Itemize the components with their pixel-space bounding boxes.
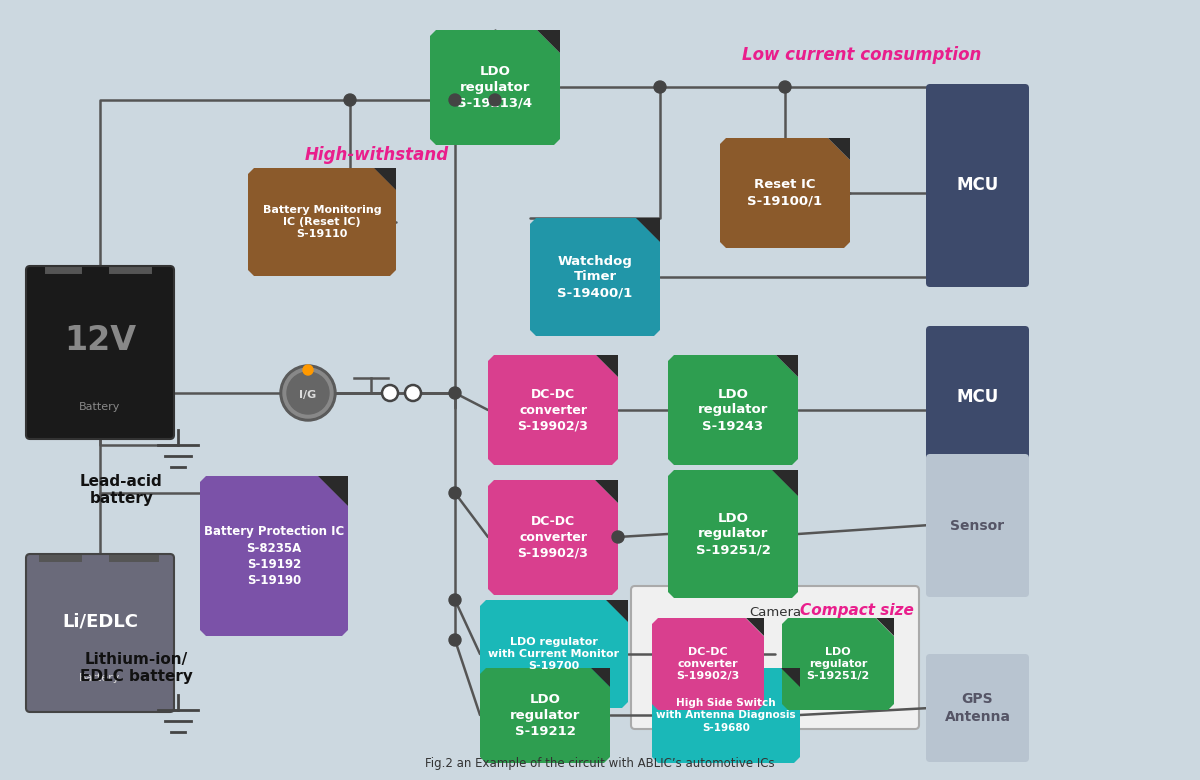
Polygon shape xyxy=(876,618,894,636)
Circle shape xyxy=(283,368,334,418)
Polygon shape xyxy=(200,476,348,636)
Polygon shape xyxy=(776,355,798,377)
Text: Battery Protection IC
S-8235A
S-19192
S-19190: Battery Protection IC S-8235A S-19192 S-… xyxy=(204,526,344,587)
Circle shape xyxy=(406,385,421,401)
Polygon shape xyxy=(773,470,798,495)
Text: DC-DC
converter
S-19902/3: DC-DC converter S-19902/3 xyxy=(517,515,588,560)
Text: Lithium-ion/
EDLC battery: Lithium-ion/ EDLC battery xyxy=(80,652,193,684)
Text: 12V: 12V xyxy=(64,324,136,357)
FancyBboxPatch shape xyxy=(926,84,1030,287)
Text: LDO
regulator
S-19213/4: LDO regulator S-19213/4 xyxy=(457,65,533,110)
FancyBboxPatch shape xyxy=(926,454,1030,597)
FancyBboxPatch shape xyxy=(26,266,174,439)
Text: Sensor: Sensor xyxy=(950,519,1004,533)
Polygon shape xyxy=(374,168,396,190)
Polygon shape xyxy=(592,668,610,687)
Text: MCU: MCU xyxy=(956,388,998,406)
Polygon shape xyxy=(480,668,610,763)
Polygon shape xyxy=(720,138,850,248)
Polygon shape xyxy=(781,668,800,687)
Text: Reset IC
S-19100/1: Reset IC S-19100/1 xyxy=(748,179,822,207)
Text: LDO
regulator
S-19251/2: LDO regulator S-19251/2 xyxy=(806,647,870,682)
FancyBboxPatch shape xyxy=(631,586,919,729)
Text: Lead-acid
battery: Lead-acid battery xyxy=(80,473,163,506)
Circle shape xyxy=(654,81,666,93)
Text: LDO
regulator
S-19251/2: LDO regulator S-19251/2 xyxy=(696,512,770,556)
Polygon shape xyxy=(745,618,764,636)
Circle shape xyxy=(344,94,356,106)
Text: DC-DC
converter
S-19902/3: DC-DC converter S-19902/3 xyxy=(677,647,739,682)
Text: Battery Monitoring
IC (Reset IC)
S-19110: Battery Monitoring IC (Reset IC) S-19110 xyxy=(263,204,382,239)
Polygon shape xyxy=(828,138,850,160)
Text: LDO
regulator
S-19243: LDO regulator S-19243 xyxy=(698,388,768,432)
Polygon shape xyxy=(530,218,660,336)
Text: High Side Switch
with Antenna Diagnosis
S-19680: High Side Switch with Antenna Diagnosis … xyxy=(656,698,796,733)
Circle shape xyxy=(449,634,461,646)
Text: GPS
Antenna: GPS Antenna xyxy=(944,693,1010,724)
Circle shape xyxy=(612,531,624,543)
Polygon shape xyxy=(668,355,798,465)
Text: Li/EDLC: Li/EDLC xyxy=(62,612,138,630)
Circle shape xyxy=(382,385,398,401)
Text: Watchdog
Timer
S-19400/1: Watchdog Timer S-19400/1 xyxy=(557,254,632,300)
Text: Compact size: Compact size xyxy=(800,602,914,618)
Text: Battery: Battery xyxy=(79,402,121,412)
Text: LDO
regulator
S-19212: LDO regulator S-19212 xyxy=(510,693,580,738)
Text: I/G: I/G xyxy=(299,390,317,400)
Polygon shape xyxy=(595,480,618,503)
Circle shape xyxy=(449,94,461,106)
Text: Fig.2 an Example of the circuit with ABLIC’s automotive ICs: Fig.2 an Example of the circuit with ABL… xyxy=(425,757,775,770)
Circle shape xyxy=(449,487,461,499)
Circle shape xyxy=(449,387,461,399)
Circle shape xyxy=(302,365,313,375)
Text: Low current consumption: Low current consumption xyxy=(742,46,982,64)
Text: MCU: MCU xyxy=(956,176,998,194)
Polygon shape xyxy=(782,618,894,710)
Polygon shape xyxy=(488,355,618,465)
Polygon shape xyxy=(488,480,618,595)
Circle shape xyxy=(449,594,461,606)
Polygon shape xyxy=(596,355,618,377)
Text: Battery: Battery xyxy=(79,673,121,683)
Polygon shape xyxy=(668,470,798,598)
Polygon shape xyxy=(652,668,800,763)
Circle shape xyxy=(490,94,502,106)
Text: Camera: Camera xyxy=(749,606,802,619)
Polygon shape xyxy=(318,476,348,505)
Polygon shape xyxy=(248,168,396,276)
Circle shape xyxy=(779,81,791,93)
Polygon shape xyxy=(606,600,628,622)
Polygon shape xyxy=(538,30,560,53)
Text: High-withstand: High-withstand xyxy=(305,146,449,164)
Polygon shape xyxy=(430,30,560,145)
Text: LDO regulator
with Current Monitor
S-19700: LDO regulator with Current Monitor S-197… xyxy=(488,636,619,672)
Polygon shape xyxy=(652,618,764,710)
FancyBboxPatch shape xyxy=(926,654,1030,762)
Polygon shape xyxy=(480,600,628,708)
Circle shape xyxy=(287,372,329,414)
Polygon shape xyxy=(636,218,660,242)
Circle shape xyxy=(280,365,336,421)
FancyBboxPatch shape xyxy=(926,326,1030,469)
FancyBboxPatch shape xyxy=(26,554,174,712)
Text: DC-DC
converter
S-19902/3: DC-DC converter S-19902/3 xyxy=(517,388,588,432)
